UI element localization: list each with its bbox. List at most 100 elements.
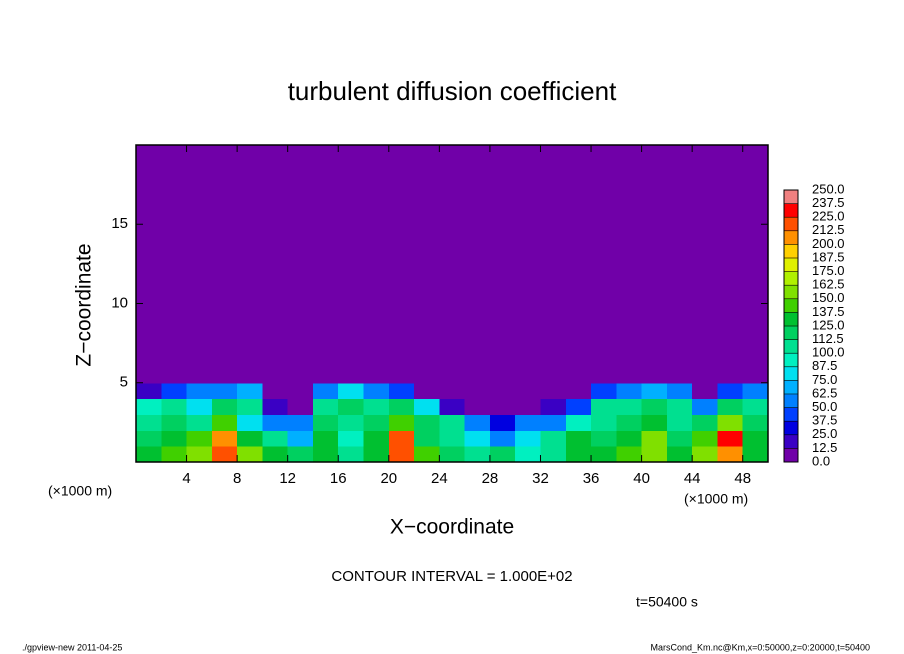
cell [692, 398, 718, 415]
cell [565, 446, 592, 463]
cell [439, 414, 466, 431]
colorbar-swatch [784, 421, 798, 436]
cell [287, 398, 314, 415]
x-tick-label: 40 [633, 470, 650, 487]
colorbar-swatch [784, 339, 798, 354]
cell [211, 414, 238, 431]
colorbar-swatch [784, 258, 798, 272]
colorbar-swatch [784, 366, 798, 381]
cell [439, 398, 466, 415]
cell [414, 430, 440, 447]
colorbar-label: 100.0 [812, 345, 845, 360]
colorbar-swatch [784, 217, 798, 232]
colorbar-swatch [784, 434, 798, 449]
cell [515, 145, 541, 384]
cell [237, 398, 263, 415]
cell [312, 446, 339, 463]
cell [186, 145, 213, 384]
cell [237, 382, 263, 400]
colorbar-swatch [784, 285, 798, 300]
cell [742, 398, 769, 415]
cell [641, 430, 668, 447]
cell [692, 414, 718, 431]
cell [641, 446, 668, 463]
cell [312, 414, 339, 431]
colorbar-swatch [784, 407, 798, 422]
x-tick-label: 48 [734, 470, 751, 487]
colorbar-swatch [784, 271, 798, 286]
colorbar-swatch [784, 298, 798, 313]
cell [414, 446, 440, 463]
cell [363, 446, 390, 463]
cell [742, 382, 769, 400]
colorbar-label: 250.0 [812, 181, 845, 196]
cell [540, 145, 567, 384]
x-tick-label: 12 [279, 470, 296, 487]
cell [287, 446, 314, 463]
cell [161, 382, 188, 400]
cell [717, 414, 744, 431]
cell [262, 145, 289, 384]
cell [414, 145, 440, 384]
cell [211, 430, 238, 447]
colorbar-swatch [784, 380, 798, 395]
annotation: CONTOUR INTERVAL = 1.000E+02 [331, 568, 572, 585]
cell [666, 446, 693, 463]
cell [388, 414, 415, 431]
cell [186, 398, 213, 415]
cell [363, 145, 390, 384]
cell [464, 430, 491, 447]
colorbar-label: 162.5 [812, 277, 845, 292]
colorbar-label: 87.5 [812, 358, 837, 373]
cell [742, 446, 769, 463]
cell [136, 446, 162, 463]
cell [287, 414, 314, 431]
cell [692, 430, 718, 447]
colorbar-swatch [784, 353, 798, 368]
cell [287, 382, 314, 400]
cell [312, 398, 339, 415]
cell [161, 446, 188, 463]
cell [717, 382, 744, 400]
cell [515, 382, 541, 400]
cell [540, 414, 567, 431]
cell [414, 398, 440, 415]
cell [237, 446, 263, 463]
cell [692, 446, 718, 463]
colorbar-label: 212.5 [812, 222, 845, 237]
cell [464, 414, 491, 431]
cell [186, 446, 213, 463]
cell [338, 446, 365, 463]
colorbar-label: 75.0 [812, 372, 837, 387]
cell [262, 414, 289, 431]
cell [565, 382, 592, 400]
y-tick-label: 5 [120, 374, 128, 391]
colorbar-swatch [784, 326, 798, 340]
cell [414, 382, 440, 400]
x-unit: (×1000 m) [684, 491, 748, 507]
footer: ./gpview-new 2011-04-25 [22, 642, 122, 652]
cell [641, 414, 668, 431]
cell [464, 382, 491, 400]
cell [312, 145, 339, 384]
colorbar-label: 37.5 [812, 413, 837, 428]
cell [616, 446, 643, 463]
cell [692, 382, 718, 400]
cell [464, 446, 491, 463]
time-label: t=50400 s [636, 594, 698, 610]
cell [388, 145, 415, 384]
colorbar-label: 137.5 [812, 304, 845, 319]
colorbar-label: 12.5 [812, 440, 837, 455]
cell [666, 414, 693, 431]
cell [591, 382, 617, 400]
x-unit: (×1000 m) [48, 483, 112, 499]
x-tick-label: 28 [482, 470, 499, 487]
cell [439, 145, 466, 384]
cell [287, 145, 314, 384]
cell [717, 446, 744, 463]
cell [136, 145, 162, 384]
cell [262, 398, 289, 415]
x-tick-label: 44 [684, 470, 701, 487]
cell [515, 430, 541, 447]
cell [616, 414, 643, 431]
